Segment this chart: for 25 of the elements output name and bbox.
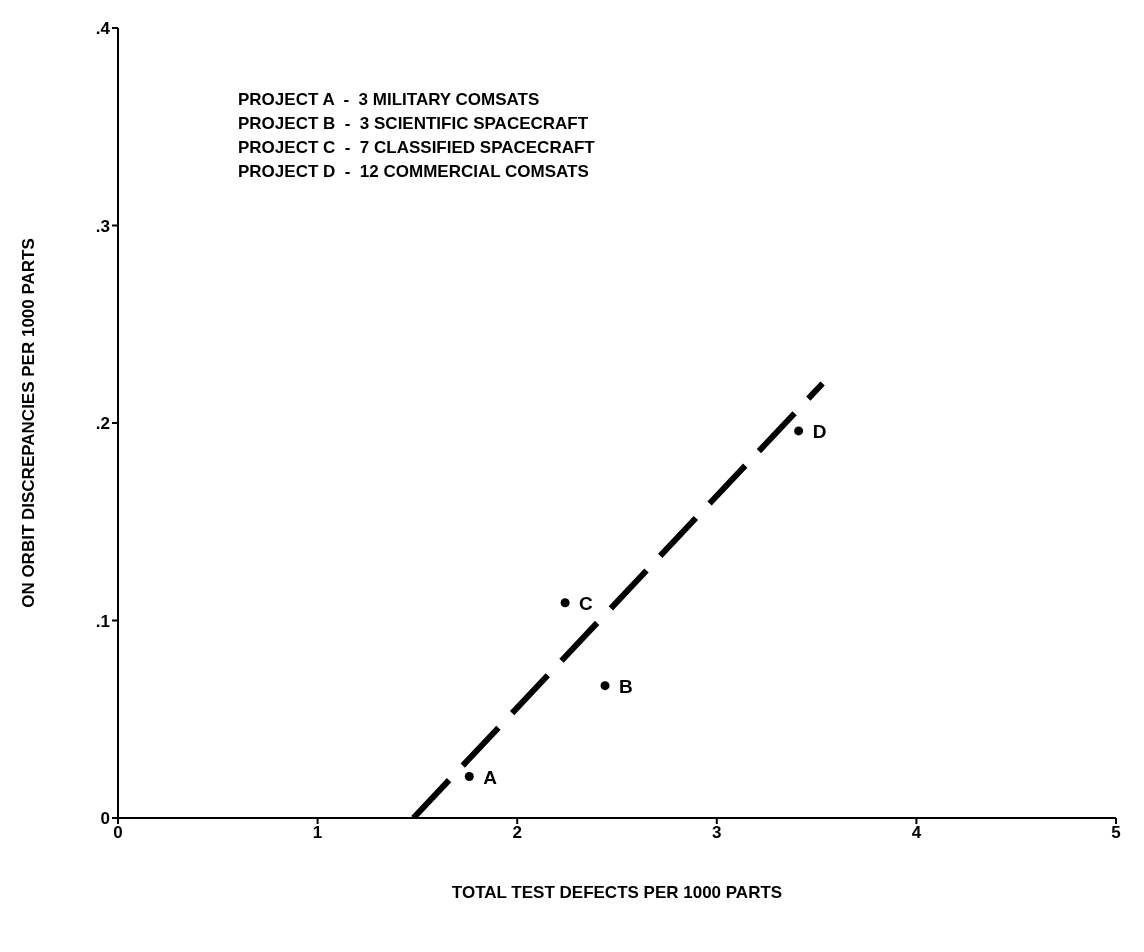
y-tick-label: .3	[95, 216, 110, 236]
point	[794, 426, 804, 436]
annotation: PROJECT A - 3 MILITARY COMSATS	[238, 89, 541, 111]
x-tick-label: 1	[312, 823, 323, 843]
annotation: B	[619, 675, 633, 697]
point	[600, 681, 610, 691]
point	[464, 772, 474, 782]
y-tick-label: .1	[95, 611, 110, 631]
annotation: PROJECT C - 7 CLASSIFIED SPACECRAFT	[238, 137, 595, 159]
annotation: C	[579, 592, 594, 614]
y-tick-label: 0	[100, 809, 110, 829]
annotation: A	[483, 766, 498, 788]
x-tick-label: 0	[113, 823, 123, 843]
x-axis-title: TOTAL TEST DEFECTS PER 1000 PARTS	[451, 883, 783, 902]
y-tick-label: .4	[95, 19, 111, 39]
x-tick-label: 4	[911, 823, 922, 843]
x-tick-label: 5	[1111, 823, 1121, 843]
x-tick-label: 2	[512, 823, 522, 843]
annotation: D	[812, 420, 827, 442]
annotation: PROJECT D - 12 COMMERCIAL COMSATS	[238, 161, 590, 183]
y-tick-label: .2	[95, 414, 110, 434]
point	[560, 598, 570, 608]
x-tick-label: 3	[712, 823, 722, 843]
y-axis-title: ON ORBIT DISCREPANCIES PER 1000 PARTS	[19, 238, 39, 608]
annotation: PROJECT B - 3 SCIENTIFIC SPACECRAFT	[238, 113, 590, 135]
